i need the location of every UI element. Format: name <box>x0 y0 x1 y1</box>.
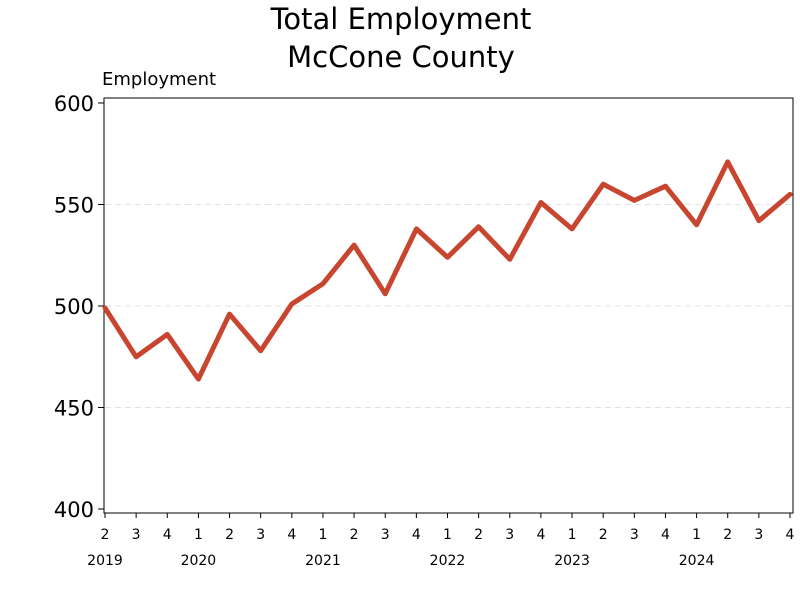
x-tick-label: 1 <box>568 527 577 543</box>
data-point <box>756 218 761 223</box>
data-point <box>476 224 481 229</box>
x-tick-label: 4 <box>287 527 296 543</box>
year-label: 2023 <box>554 553 590 569</box>
y-axis-ticks: 400 450 500 550 600 <box>54 92 104 522</box>
data-point <box>352 243 357 248</box>
y-tick-label: 600 <box>54 92 94 116</box>
data-point <box>227 312 232 317</box>
y-tick-label: 400 <box>54 498 94 522</box>
data-point <box>694 222 699 227</box>
data-point <box>289 301 294 306</box>
x-axis-ticks: 2 3 4 1 2 3 4 1 2 3 4 1 2 3 4 1 2 3 4 1 2 3 4 <box>101 513 795 543</box>
data-point <box>570 226 575 231</box>
data-point <box>196 377 201 382</box>
data-point <box>258 348 263 353</box>
x-tick-label: 2 <box>474 527 483 543</box>
x-tick-label: 3 <box>754 527 763 543</box>
chart-title-line2: McCone County <box>287 40 515 74</box>
year-label: 2021 <box>305 553 341 569</box>
x-tick-label: 3 <box>132 527 141 543</box>
data-point <box>414 226 419 231</box>
x-axis-years: 2019 2020 2021 2022 2023 2024 <box>87 553 714 569</box>
data-point <box>632 198 637 203</box>
data-point <box>601 182 606 187</box>
x-tick-label: 1 <box>318 527 327 543</box>
x-tick-label: 2 <box>599 527 608 543</box>
x-tick-label: 3 <box>381 527 390 543</box>
gridlines <box>105 204 792 408</box>
data-point <box>788 192 792 197</box>
data-point <box>103 306 107 311</box>
x-tick-label: 2 <box>101 527 110 543</box>
x-tick-label: 3 <box>505 527 514 543</box>
data-point <box>134 354 139 359</box>
x-tick-label: 4 <box>536 527 545 543</box>
x-tick-label: 4 <box>412 527 421 543</box>
y-tick-label: 550 <box>54 194 94 218</box>
data-point <box>165 332 170 337</box>
year-label: 2020 <box>181 553 217 569</box>
y-tick-label: 500 <box>54 295 94 319</box>
x-tick-label: 2 <box>225 527 234 543</box>
year-label: 2022 <box>430 553 466 569</box>
y-tick-label: 450 <box>54 397 94 421</box>
data-point <box>538 200 543 205</box>
data-point <box>445 255 450 260</box>
x-tick-label: 3 <box>256 527 265 543</box>
data-point <box>663 184 668 189</box>
chart-title-line1: Total Employment <box>270 2 532 36</box>
x-tick-label: 1 <box>443 527 452 543</box>
data-point <box>507 257 512 262</box>
series-line <box>102 159 793 382</box>
data-point <box>725 159 730 164</box>
data-point <box>383 291 388 296</box>
x-tick-label: 1 <box>692 527 701 543</box>
x-tick-label: 3 <box>630 527 639 543</box>
year-label: 2024 <box>679 553 715 569</box>
x-tick-label: 4 <box>786 527 795 543</box>
y-axis-label: Employment <box>102 69 216 90</box>
data-point <box>320 281 325 286</box>
series-layer <box>102 159 793 382</box>
year-label: 2019 <box>87 553 123 569</box>
x-tick-label: 1 <box>194 527 203 543</box>
x-tick-label: 4 <box>163 527 172 543</box>
x-tick-label: 2 <box>723 527 732 543</box>
x-tick-label: 4 <box>661 527 670 543</box>
x-tick-label: 2 <box>350 527 359 543</box>
